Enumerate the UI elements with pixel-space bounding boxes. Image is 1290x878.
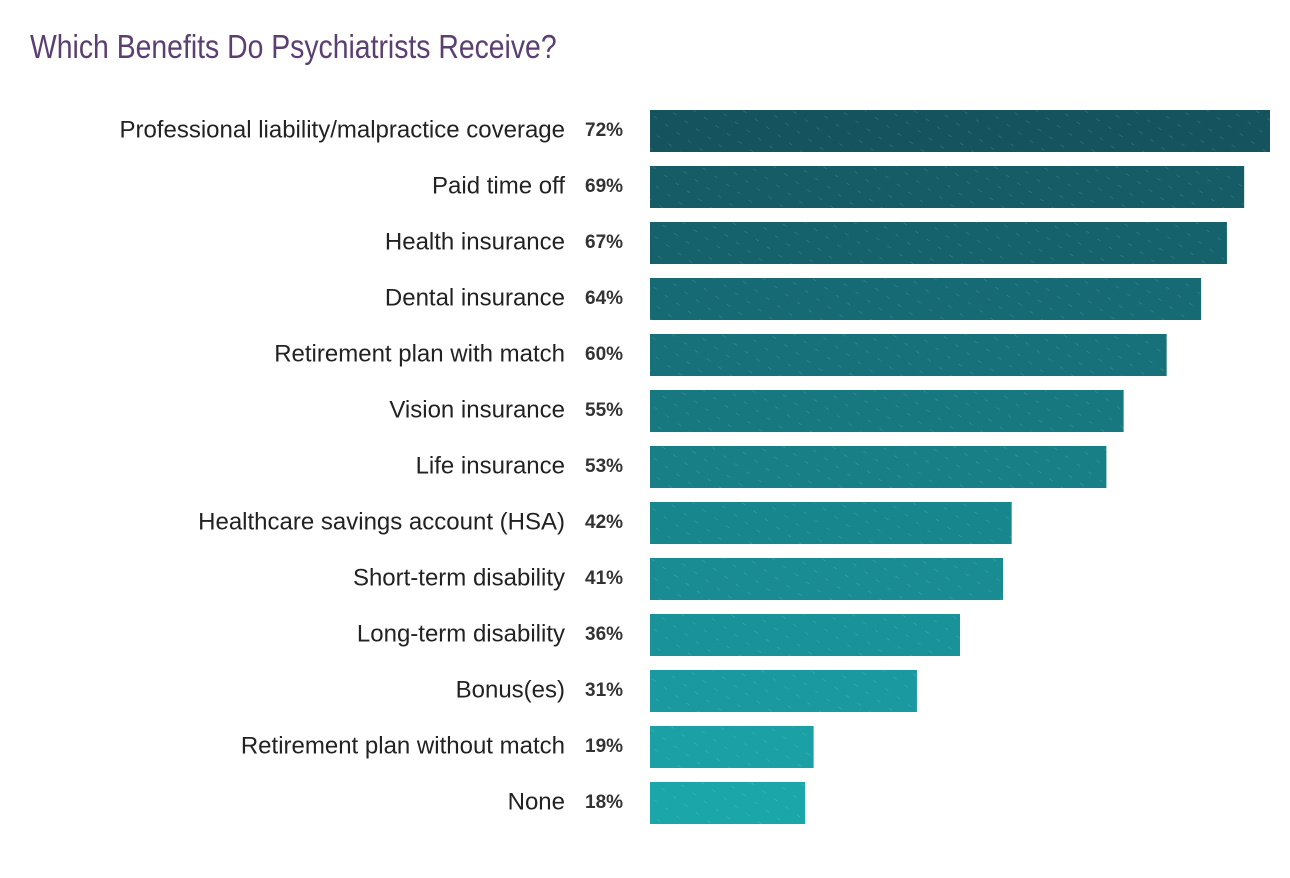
bar-texture <box>650 502 1012 544</box>
bar-texture <box>650 166 1245 208</box>
value-label: 60% <box>585 344 623 365</box>
value-label: 36% <box>585 624 623 645</box>
bar-texture <box>650 614 960 656</box>
category-label: Professional liability/malpractice cover… <box>119 116 565 143</box>
category-label: Paid time off <box>432 172 565 199</box>
category-label: Healthcare savings account (HSA) <box>198 508 565 535</box>
bar-texture <box>650 222 1227 264</box>
chart-title: Which Benefits Do Psychiatrists Receive? <box>30 28 557 66</box>
value-label: 31% <box>585 680 623 701</box>
category-label: Life insurance <box>416 452 565 479</box>
value-label: 18% <box>585 792 623 813</box>
value-label: 42% <box>585 512 623 533</box>
bar-texture <box>650 278 1202 320</box>
value-label: 69% <box>585 176 623 197</box>
bar-texture <box>650 726 814 768</box>
value-label: 72% <box>585 120 623 141</box>
category-label: None <box>508 788 565 815</box>
category-label: Health insurance <box>385 228 565 255</box>
category-label: Long-term disability <box>357 620 565 647</box>
category-label: Retirement plan with match <box>274 340 565 367</box>
bar-texture <box>650 110 1270 152</box>
value-label: 19% <box>585 736 623 757</box>
value-label: 67% <box>585 232 623 253</box>
bar-texture <box>650 446 1107 488</box>
bar-texture <box>650 782 805 824</box>
bar-texture <box>650 558 1004 600</box>
category-label: Retirement plan without match <box>241 732 565 759</box>
bar-texture <box>650 390 1124 432</box>
bar-texture <box>650 670 917 712</box>
bar-texture <box>650 334 1167 376</box>
value-label: 53% <box>585 456 623 477</box>
value-label: 41% <box>585 568 623 589</box>
category-label: Bonus(es) <box>456 676 565 703</box>
value-label: 64% <box>585 288 623 309</box>
category-label: Dental insurance <box>385 284 565 311</box>
category-label: Vision insurance <box>389 396 565 423</box>
value-label: 55% <box>585 400 623 421</box>
category-label: Short-term disability <box>353 564 565 591</box>
